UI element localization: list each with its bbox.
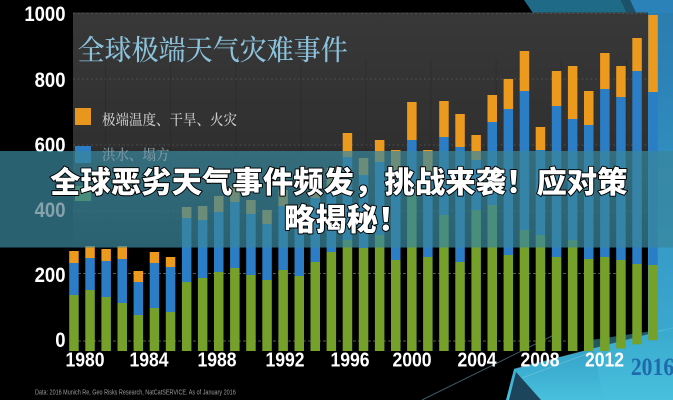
svg-text:2004: 2004	[457, 348, 497, 370]
svg-text:1980: 1980	[65, 348, 104, 370]
svg-text:200: 200	[35, 264, 66, 288]
svg-text:800: 800	[35, 69, 66, 93]
svg-text:1000: 1000	[24, 3, 65, 27]
svg-text:Data: 2016 Munich Re, Geo Risk: Data: 2016 Munich Re, Geo Risks Research…	[35, 389, 236, 397]
svg-text:0: 0	[55, 329, 65, 353]
svg-text:2008: 2008	[520, 348, 559, 370]
svg-text:2000: 2000	[392, 348, 431, 370]
svg-text:1992: 1992	[265, 348, 304, 370]
svg-text:1996: 1996	[330, 348, 369, 370]
svg-text:1988: 1988	[197, 348, 236, 370]
svg-text:1984: 1984	[129, 348, 169, 370]
svg-text:400: 400	[35, 199, 66, 223]
svg-text:2016: 2016	[631, 353, 673, 381]
svg-text:2012: 2012	[585, 348, 624, 370]
